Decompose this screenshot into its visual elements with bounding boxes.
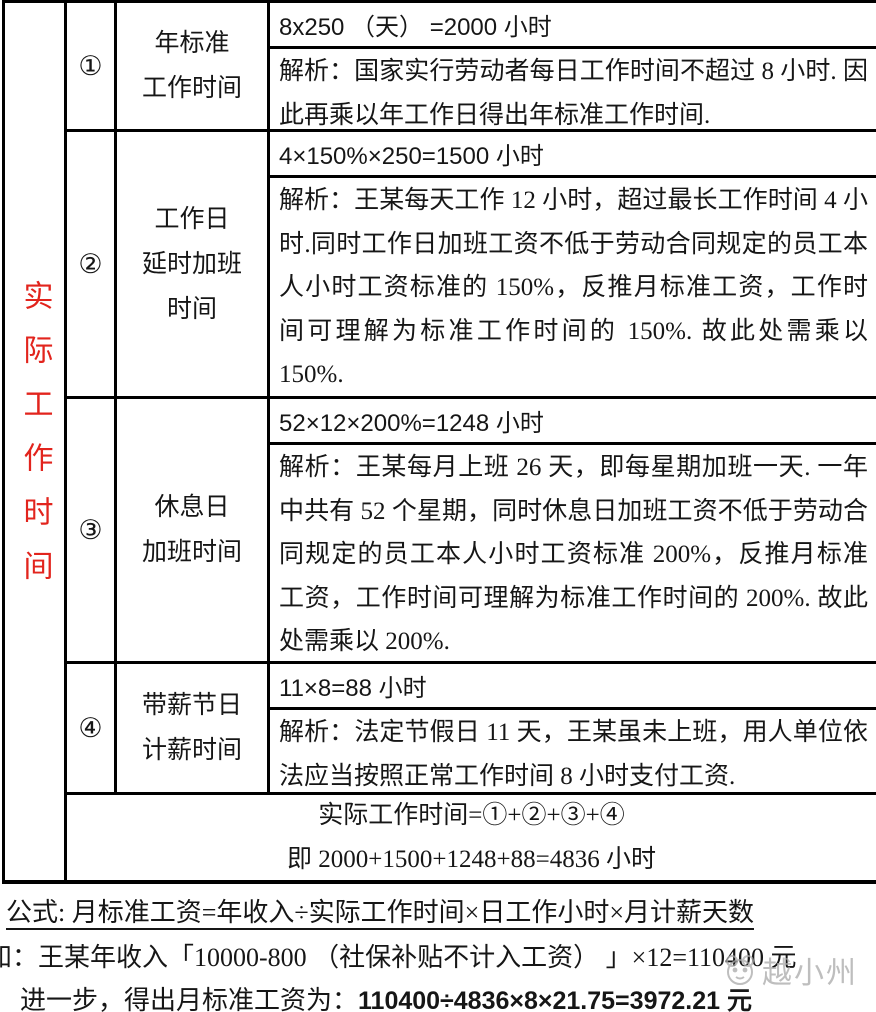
monthly-wage-formula-line: 公式: 月标准工资=年收入÷实际工作时间×日工作小时×月计薪天数 — [6, 898, 754, 927]
row3-formula: 52×12×200%=1248 小时 — [270, 399, 876, 445]
annual-income-given-line: 知：王某年收入「10000-800 （社保补贴不计入工资） 」×12=11040… — [0, 943, 797, 972]
row3-number-cell: ③ — [67, 399, 117, 661]
result-line: 进一步，得出月标准工资为：110400÷4836×8×21.75=3972.21… — [0, 980, 876, 1012]
row3-explanation: 解析：王某每月上班 26 天，即每星期加班一天. 一年中共有 52 个星期，同时… — [279, 454, 868, 655]
row1-category-cell: 年标准 工作时间 — [117, 3, 270, 129]
summary-formula-line: 实际工作时间=①+②+③+④ — [318, 801, 625, 829]
table-row: ② 工作日 延时加班 时间 4×150%×250=1500 小时 解析：王某每天… — [67, 132, 876, 399]
row1-explanation: 解析：国家实行劳动者每日工作时间不超过 8 小时. 因此再乘以年工作日得出年标准… — [279, 58, 868, 129]
row4-formula: 11×8=88 小时 — [270, 664, 876, 710]
table-row: ④ 带薪节日 计薪时间 11×8=88 小时 解析：法定节假日 11 天，王某虽… — [67, 664, 876, 795]
actual-working-time-vertical-label: 实际工作时间 — [18, 279, 52, 604]
table-row: ① 年标准 工作时间 8x250 （天） =2000 小时 解析：国家实行劳动者… — [67, 3, 876, 132]
row1-formula: 8x250 （天） =2000 小时 — [270, 3, 876, 49]
row3-category-cell: 休息日 加班时间 — [117, 399, 270, 661]
table-row-header-cell: 实际工作时间 — [5, 3, 67, 880]
result-line-value: 110400÷4836×8×21.75=3972.21 元 — [358, 987, 752, 1012]
row4-number-cell: ④ — [67, 664, 117, 792]
row1-number-cell: ① — [67, 3, 117, 129]
row2-category-cell: 工作日 延时加班 时间 — [117, 132, 270, 396]
table-row: ③ 休息日 加班时间 52×12×200%=1248 小时 解析：王某每月上班 … — [67, 399, 876, 664]
row2-number-cell: ② — [67, 132, 117, 396]
result-line-prefix: 进一步，得出月标准工资为： — [20, 986, 359, 1012]
row2-explanation: 解析：王某每天工作 12 小时，超过最长工作时间 4 小时.同时工作日加班工资不… — [279, 187, 868, 388]
row2-formula: 4×150%×250=1500 小时 — [270, 132, 876, 178]
row1-content-cell: 8x250 （天） =2000 小时 解析：国家实行劳动者每日工作时间不超过 8… — [270, 3, 876, 129]
table-body: ① 年标准 工作时间 8x250 （天） =2000 小时 解析：国家实行劳动者… — [67, 3, 876, 880]
row4-explanation: 解析：法定节假日 11 天，王某虽未上班，用人单位依法应当按照正常工作时间 8 … — [279, 719, 868, 790]
row4-category-cell: 带薪节日 计薪时间 — [117, 664, 270, 792]
summary-total-line: 即 2000+1500+1248+88=4836 小时 — [287, 845, 656, 873]
summary-row: 实际工作时间=①+②+③+④ 即 2000+1500+1248+88=4836 … — [67, 795, 876, 880]
row2-content-cell: 4×150%×250=1500 小时 解析：王某每天工作 12 小时，超过最长工… — [270, 132, 876, 396]
working-time-table: 实际工作时间 ① 年标准 工作时间 8x250 （天） =2000 小时 解析：… — [2, 0, 876, 884]
row4-content-cell: 11×8=88 小时 解析：法定节假日 11 天，王某虽未上班，用人单位依法应当… — [270, 664, 876, 792]
footer-notes: 公式: 月标准工资=年收入÷实际工作时间×日工作小时×月计薪天数 知：王某年收入… — [0, 893, 876, 1012]
row3-content-cell: 52×12×200%=1248 小时 解析：王某每月上班 26 天，即每星期加班… — [270, 399, 876, 661]
